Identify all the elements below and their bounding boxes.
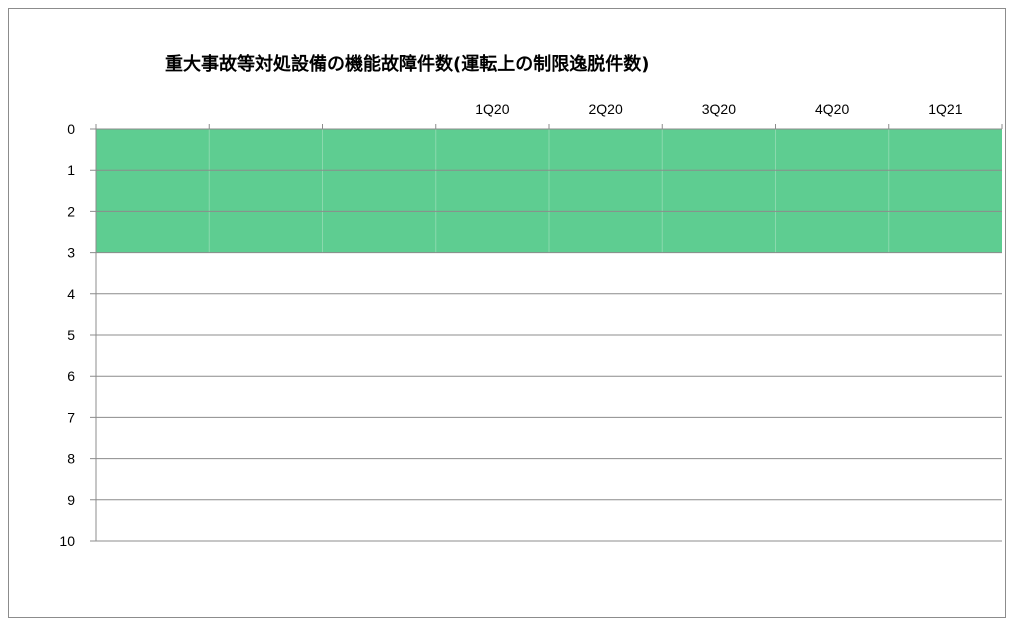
y-tick-label: 9 (67, 492, 75, 508)
chart-title: 重大事故等対処設備の機能故障件数(運転上の制限逸脱件数) (165, 54, 650, 75)
x-tick-label: 1Q21 (928, 101, 962, 117)
y-tick-label: 6 (67, 368, 75, 384)
y-tick-label: 4 (67, 286, 75, 302)
y-tick-label: 3 (67, 245, 75, 261)
y-tick-label: 5 (67, 327, 75, 343)
x-tick-label: 4Q20 (815, 101, 849, 117)
y-tick-label: 7 (67, 409, 75, 425)
y-tick-label: 10 (59, 533, 75, 549)
y-tick-label: 8 (67, 451, 75, 467)
y-tick-label: 1 (67, 162, 75, 178)
x-tick-label: 3Q20 (702, 101, 736, 117)
x-tick-label: 2Q20 (589, 101, 623, 117)
chart-frame (8, 8, 1006, 618)
x-tick-label: 1Q20 (475, 101, 509, 117)
y-tick-label: 2 (67, 203, 75, 219)
y-tick-label: 0 (67, 121, 75, 137)
